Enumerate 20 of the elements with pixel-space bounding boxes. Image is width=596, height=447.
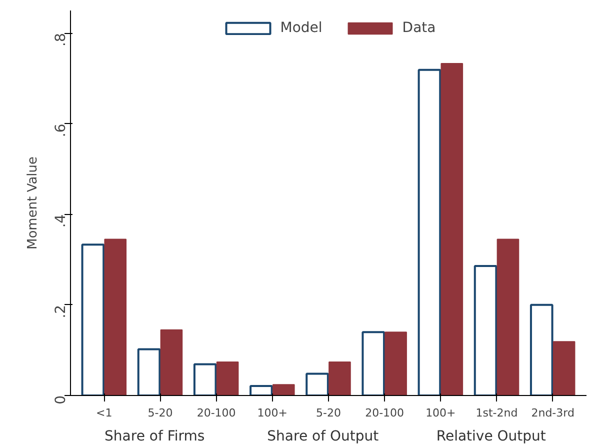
legend-label: Model [280, 20, 322, 36]
y-tick-label: .8 [53, 33, 69, 47]
x-tick-label: 5-20 [316, 406, 341, 420]
y-tick-label: .6 [53, 124, 69, 138]
x-tick-label: 100+ [426, 406, 456, 420]
y-tick-label: .2 [53, 304, 69, 318]
text: Share of Output [267, 428, 380, 444]
x-tick-label: 2nd-3rd [531, 406, 574, 420]
y-axis-title: Moment Value [26, 156, 40, 250]
text: Share of Firms [104, 428, 205, 444]
x-tick-label: 5-20 [148, 406, 173, 420]
text: Relative Output [436, 428, 546, 444]
y-tick-label: 0 [53, 395, 69, 404]
x-tick-label: 20-100 [365, 406, 404, 420]
legend-label: Data [402, 20, 436, 36]
x-tick-label: 100+ [257, 406, 288, 420]
x-tick-label: 1st-2nd [476, 406, 518, 420]
y-tick-label: .4 [53, 214, 69, 228]
x-tick-label: 20-100 [196, 406, 236, 420]
x-tick-label: <1 [96, 406, 112, 420]
